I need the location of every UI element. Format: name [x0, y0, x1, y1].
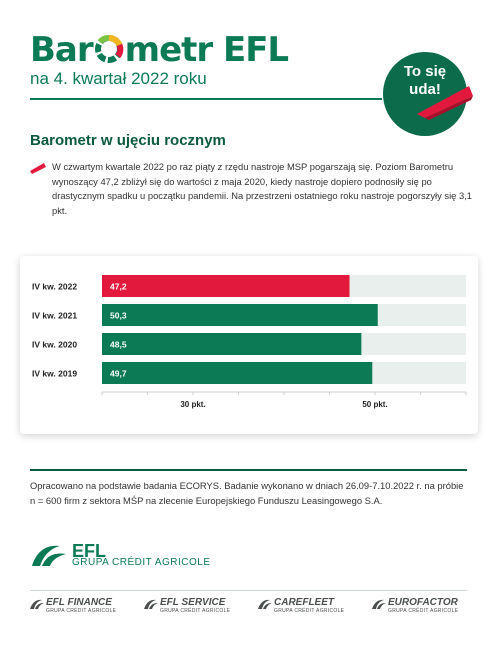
- bar-chart: IV kw. 2022 47,2 IV kw. 2021 50,3 IV kw. 202…: [32, 275, 467, 409]
- credit-agricole-logo-icon: [32, 545, 66, 566]
- value-label: 47,2: [110, 282, 127, 292]
- brand-title-start: Bar: [30, 30, 94, 70]
- bar: [102, 304, 378, 326]
- page-subtitle: na 4. kwartał 2022 roku: [30, 69, 207, 88]
- header-divider: [30, 98, 382, 100]
- section-description: W czwartym kwartale 2022 po raz piąty z …: [52, 161, 473, 216]
- brand-name: EFL SERVICE: [160, 597, 226, 608]
- red-swoosh-icon: [417, 86, 473, 120]
- value-label: 50,3: [110, 311, 127, 321]
- category-label: IV kw. 2021: [32, 311, 77, 321]
- brand-name: EUROFACTOR: [388, 597, 458, 608]
- tick-label: 50 pkt.: [362, 400, 387, 409]
- brand-name: EFL FINANCE: [46, 597, 112, 608]
- logos-divider: [30, 590, 467, 591]
- bar: [102, 275, 350, 297]
- brand-name: CAREFLEET: [274, 597, 334, 608]
- value-label: 49,7: [110, 369, 127, 379]
- bar: [102, 333, 362, 355]
- source-note: Opracowano na podstawie badania ECORYS. …: [30, 480, 464, 506]
- category-label: IV kw. 2019: [32, 369, 77, 379]
- brand-title-end: metr EFL: [124, 30, 289, 70]
- brand-logo-icon: [258, 599, 272, 609]
- footer-divider: [30, 469, 467, 471]
- brand-title: Bar metr EFL: [30, 30, 289, 70]
- brand-subtitle: GRUPA CRÉDIT AGRICOLE: [160, 608, 231, 614]
- category-label: IV kw. 2022: [32, 282, 77, 292]
- slogan-badge: [383, 52, 467, 136]
- category-label: IV kw. 2020: [32, 340, 77, 350]
- tick-label: 30 pkt.: [180, 400, 205, 409]
- slogan-line-1: To się: [403, 63, 447, 80]
- brand-logo-icon: [30, 599, 44, 609]
- bar: [102, 362, 373, 384]
- value-label: 48,5: [110, 340, 127, 350]
- efl-logo-subtitle: GRUPA CRÉDIT AGRICOLE: [72, 557, 211, 568]
- brand-subtitle: GRUPA CRÉDIT AGRICOLE: [388, 608, 459, 614]
- efl-logo-name: EFL: [72, 541, 106, 561]
- brand-logo-icon: [372, 599, 386, 609]
- brand-subtitle: GRUPA CRÉDIT AGRICOLE: [274, 608, 345, 614]
- red-accent-icon: [30, 163, 46, 174]
- slogan-text: To się uda!: [392, 63, 458, 99]
- section-title: Barometr w ujęciu rocznym: [30, 132, 226, 149]
- brand-logo-icon: [144, 599, 158, 609]
- brand-subtitle: GRUPA CRÉDIT AGRICOLE: [46, 608, 117, 614]
- barometer-ring-icon: [94, 34, 123, 63]
- slogan-line-2: uda!: [409, 81, 441, 98]
